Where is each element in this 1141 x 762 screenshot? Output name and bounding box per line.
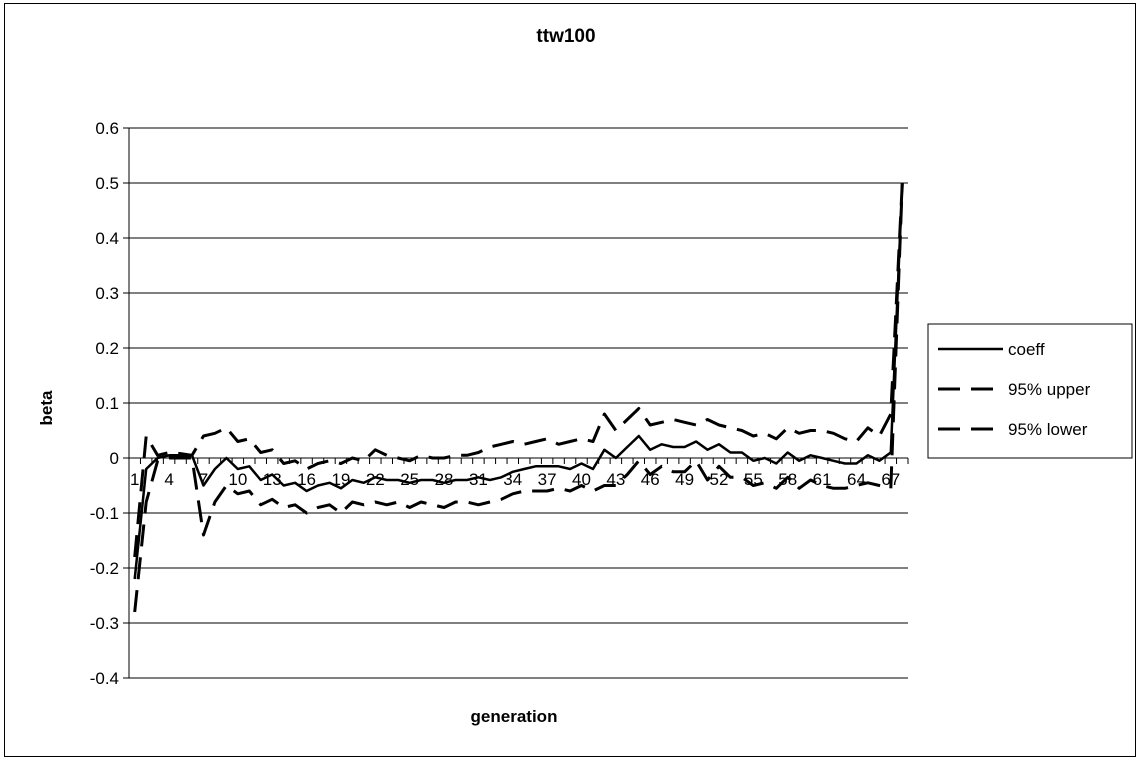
x-tick-label: 28 [435,470,454,489]
x-tick-label: 40 [572,470,591,489]
y-tick-label: -0.1 [90,504,119,523]
legend-label: 95% upper [1008,380,1091,399]
y-tick-label: 0.5 [95,174,119,193]
y-tick-label: 0.3 [95,284,119,303]
y-tick-label: 0 [110,449,119,468]
y-tick-label: -0.4 [90,669,119,688]
y-tick-label: 0.6 [95,119,119,138]
y-tick-label: 0.2 [95,339,119,358]
x-tick-label: 58 [778,470,797,489]
y-tick-label: 0.4 [95,229,119,248]
x-tick-label: 64 [847,470,866,489]
x-tick-label: 25 [400,470,419,489]
legend-box [927,323,1133,459]
x-tick-label: 4 [164,470,173,489]
x-axis: 1 4 7 10 13 16 19 22 25 28 31 34 37 40 43 46 49 52 55 58 61 6… [128,457,909,489]
y-tick-label: -0.3 [90,614,119,633]
x-tick-label: 61 [813,470,832,489]
legend-label: 95% lower [1008,420,1088,439]
x-tick-label: 52 [710,470,729,489]
x-tick-label: 49 [675,470,694,489]
y-tick-label: -0.2 [90,559,119,578]
series-line-2 [133,182,904,558]
chart-title: ttw100 [536,26,595,47]
series-line-1 [133,182,904,580]
x-tick-label: 16 [297,470,316,489]
legend: coeff 95% upper 95% lower [927,323,1133,459]
x-tick-label: 10 [228,470,247,489]
y-axis-ticks: 0.6 0.5 0.4 0.3 0.2 0.1 0 -0.1 -0.2 -0.3 -0.4 [90,119,129,688]
y-axis-label: beta [37,390,56,426]
x-tick-label: 13 [263,470,282,489]
x-tick-label: 7 [199,470,208,489]
y-tick-label: 0.1 [95,394,119,413]
x-tick-label: 37 [538,470,557,489]
series-group [133,182,904,613]
x-tick-label: 46 [641,470,660,489]
x-tick-label: 31 [469,470,488,489]
x-tick-label: 22 [366,470,385,489]
series-line-3 [133,182,904,613]
legend-label: coeff [1008,340,1045,359]
x-axis-label: generation [471,707,558,726]
x-tick-label: 1 [130,470,139,489]
gridlines [128,127,908,679]
